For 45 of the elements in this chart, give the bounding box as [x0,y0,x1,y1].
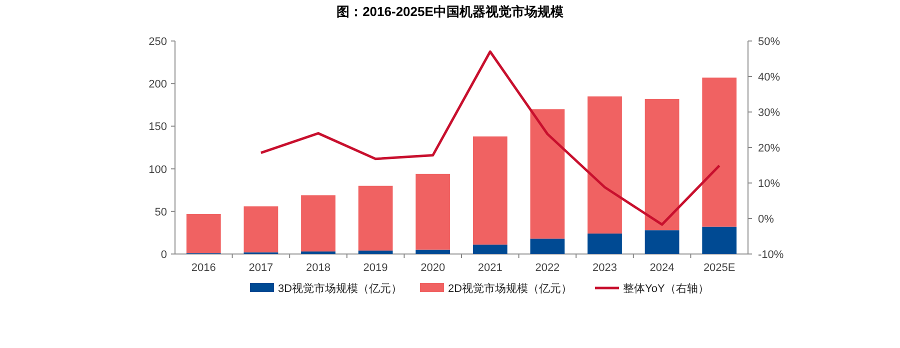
x-tick-label: 2016 [191,262,216,274]
legend-label: 2D视觉市场规模（亿元） [448,282,572,295]
y-tick-label: 250 [148,36,167,48]
bar [702,78,737,227]
x-tick-label: 2017 [248,262,274,274]
bar [530,109,565,239]
bar [472,136,508,245]
bar [416,174,450,250]
bar [644,98,680,230]
x-tick-label: 2018 [306,262,330,274]
y2-tick-label: 50% [758,36,780,48]
bar [644,230,680,254]
y-tick-label: 0 [160,249,167,261]
bar [530,238,565,254]
bar [588,234,622,254]
x-tick-label: 2021 [478,262,502,274]
x-tick-label: 2025E [703,262,736,274]
bar [301,251,336,254]
bar [244,206,278,252]
bar [702,226,737,254]
x-tick-label: 2023 [592,262,617,274]
chart-title: 图：2016-2025E中国机器视觉市场规模 [336,4,564,19]
legend-label: 3D视觉市场规模（亿元） [278,282,402,295]
y2-tick-label: -10% [758,249,784,261]
y2-tick-label: 20% [758,142,780,154]
bar [472,244,508,254]
y-tick-label: 150 [148,121,167,134]
bar [301,195,336,252]
y2-tick-label: 10% [758,178,780,190]
y-tick-label: 50 [154,206,167,218]
bar [358,250,393,254]
x-tick-label: 2019 [363,262,388,274]
bar [358,186,393,251]
bar [186,214,221,254]
x-tick-label: 2024 [650,262,674,274]
legend-label: 整体YoY（右轴） [623,282,709,295]
y2-tick-label: 30% [758,107,780,119]
y-tick-label: 200 [148,78,167,91]
bar [416,250,450,254]
bar [588,96,622,234]
x-tick-label: 2022 [535,262,560,274]
x-tick-label: 2020 [420,262,446,274]
y2-tick-label: 40% [758,72,780,84]
y-tick-label: 100 [148,164,167,176]
y2-tick-label: 0% [758,214,774,226]
